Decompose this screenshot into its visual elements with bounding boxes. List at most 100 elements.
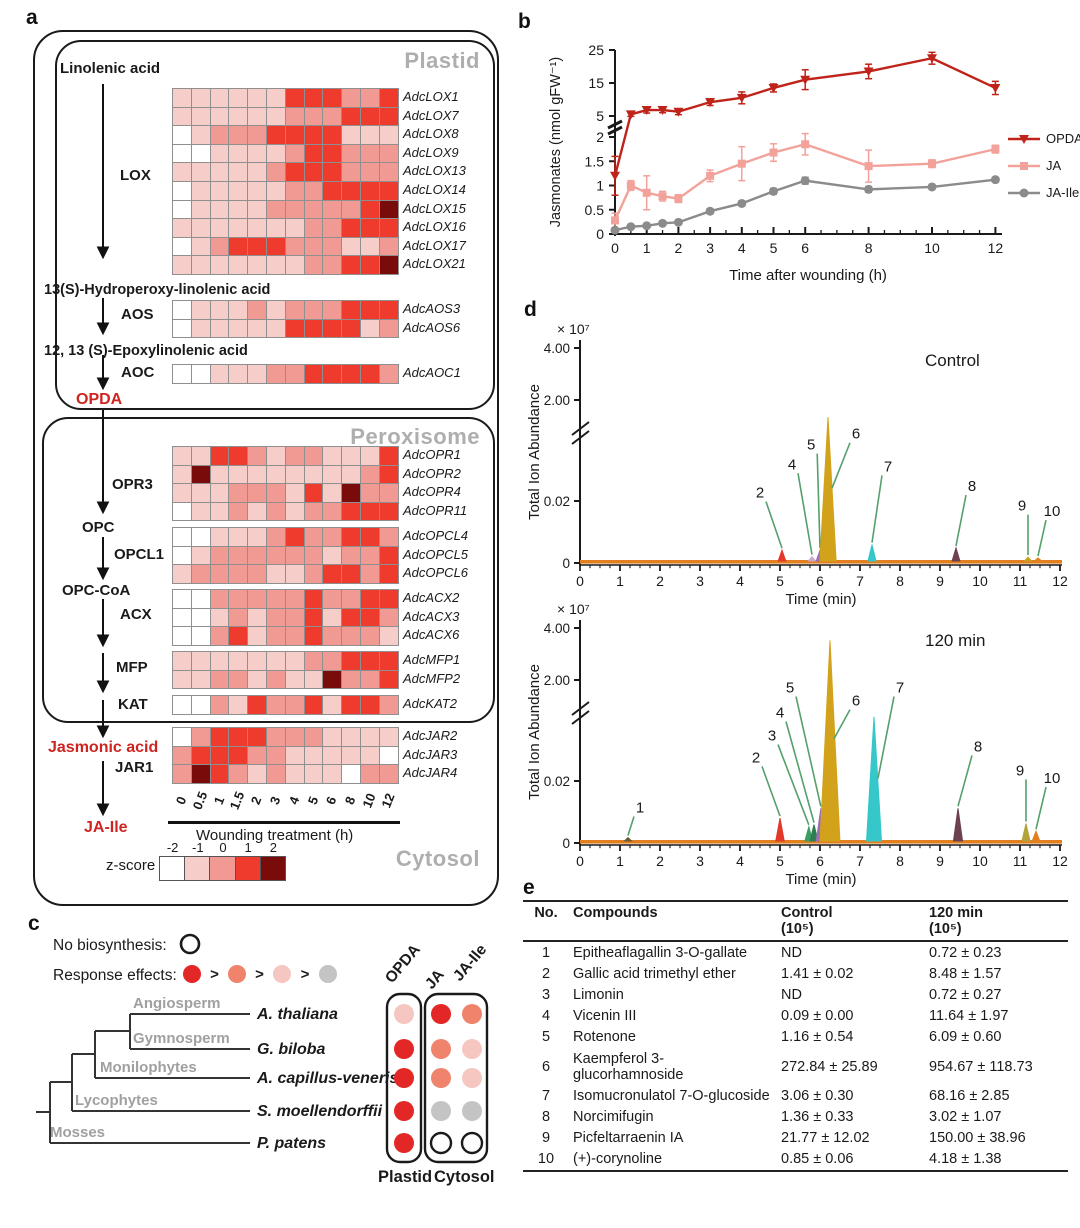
heat-cell (323, 144, 342, 163)
zscore-swatch (259, 856, 286, 881)
heat-cell (191, 144, 210, 163)
legend-marker (1019, 188, 1029, 198)
peak-1 (623, 836, 633, 842)
x-tick-label: 10 (924, 240, 940, 256)
heat-cell (285, 126, 304, 144)
heat-cell (342, 256, 360, 274)
x-tick-label: 5 (776, 853, 784, 869)
heat-cell (323, 608, 342, 627)
matrix-dot (431, 1101, 451, 1121)
heat-cell (229, 319, 248, 338)
heat-cell (191, 728, 210, 746)
heat-cell (173, 89, 191, 107)
heat-cell (266, 237, 285, 256)
baseline (580, 560, 1062, 564)
gene-label: AdcACX6 (403, 627, 460, 643)
gene-label: AdcOPR11 (403, 502, 468, 518)
gene-label: AdcACX2 (403, 590, 460, 605)
heat-cell (248, 89, 266, 107)
heat-cell (304, 608, 323, 627)
table-row: 3 Limonin ND 0.72 ± 0.27 (523, 984, 1068, 1005)
marker-circle (864, 184, 874, 194)
axis-break (607, 125, 623, 136)
heat-cell (191, 546, 210, 565)
heat-cell (210, 447, 229, 465)
heat-cell (379, 126, 398, 144)
compound-table-head: No. Compounds Control (10⁵) 120 min (10⁵) (523, 900, 1068, 942)
heat-cell (229, 670, 248, 689)
zscore-ticks: -2 -1 0 1 2 (160, 840, 286, 855)
heat-cell (323, 89, 342, 107)
x-tick-label: 4 (736, 853, 744, 869)
heat-cell (191, 484, 210, 502)
heat-cell (285, 590, 304, 608)
marker-square (626, 181, 635, 190)
x-tick-label: 6 (816, 573, 824, 589)
heat-cell (229, 627, 248, 645)
heat-cell (191, 502, 210, 521)
heat-cell (285, 219, 304, 237)
heat-cell (266, 728, 285, 746)
heat-cell (360, 447, 379, 465)
axis-break (571, 421, 590, 436)
heat-cell (360, 89, 379, 107)
table-cell: 1.16 ± 0.54 (781, 1029, 854, 1046)
heat-cell (360, 652, 379, 670)
heat-cell (360, 546, 379, 565)
table-cell: Rotenone (573, 1029, 636, 1046)
peak-number: 6 (852, 426, 860, 443)
heat-cell (285, 565, 304, 583)
heat-cell (248, 144, 266, 163)
heat-cell (266, 528, 285, 546)
table-cell: 272.84 ± 25.89 (781, 1058, 878, 1075)
heat-cell (191, 652, 210, 670)
heat-cell (210, 627, 229, 645)
y-tick-label: 1 (596, 178, 604, 194)
table-cell: 9 (541, 1130, 551, 1147)
table-cell: 1.36 ± 0.33 (781, 1108, 854, 1125)
heat-cell (229, 565, 248, 583)
series-line-JA-Ile (614, 178, 996, 232)
heat-cell (360, 502, 379, 521)
response-effects-label: Response effects: (53, 967, 177, 984)
wounding-axis-line (168, 821, 400, 824)
heat-cell (229, 546, 248, 565)
heat-cell (323, 528, 342, 546)
heat-cell (191, 107, 210, 126)
heat-cell (323, 627, 342, 645)
heat-cell (379, 627, 398, 645)
heatmap-acx (172, 589, 399, 646)
heat-cell (304, 528, 323, 546)
matrix-dot (462, 1068, 482, 1088)
heat-cell (191, 465, 210, 484)
heat-cell (191, 319, 210, 338)
peak-number: 10 (1044, 770, 1061, 787)
heat-cell (285, 484, 304, 502)
heat-cell (323, 465, 342, 484)
heat-cell (266, 670, 285, 689)
table-cell: Kaempferol 3-glucorhamnoside (573, 1050, 684, 1083)
heatmap-opr (172, 446, 399, 522)
heat-cell (379, 590, 398, 608)
x-tick-label: 2 (656, 573, 664, 589)
heat-cell (229, 126, 248, 144)
heat-cell (173, 565, 191, 583)
peak-number: 6 (852, 693, 860, 710)
heat-cell (266, 126, 285, 144)
matrix-dot (462, 1101, 482, 1121)
heat-cell (191, 200, 210, 219)
table-cell: 5 (541, 1029, 551, 1046)
marker-circle (705, 206, 715, 216)
heat-cell (304, 181, 323, 200)
peak-4 (809, 824, 819, 842)
chromatogram-title: Control (925, 351, 980, 370)
heat-cell (229, 502, 248, 521)
heat-cell (285, 200, 304, 219)
marker-square (658, 192, 667, 201)
enzyme-lox: LOX (120, 167, 151, 184)
heat-cell (379, 608, 398, 627)
matrix-dot (462, 1039, 482, 1059)
heat-cell (266, 484, 285, 502)
table-cell: Gallic acid trimethyl ether (573, 965, 736, 982)
